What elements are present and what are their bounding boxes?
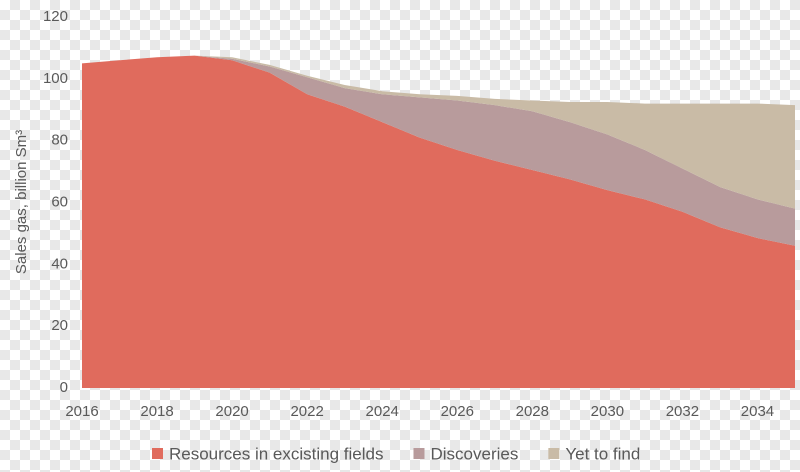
x-tick-label: 2030 (591, 403, 624, 420)
legend-label: Resources in excisting fields (169, 444, 383, 463)
area (82, 55, 795, 209)
x-tick-label: 2016 (65, 403, 98, 420)
legend-label: Discoveries (430, 444, 518, 463)
y-tick-label: 60 (51, 193, 68, 210)
x-tick-label: 2028 (516, 403, 549, 420)
y-tick-label: 40 (51, 255, 68, 272)
y-tick-label: 80 (51, 132, 68, 149)
legend-swatch (413, 448, 425, 459)
x-tick-label: 2034 (741, 403, 774, 420)
x-tick-label: 2022 (290, 403, 323, 420)
x-tick-label: 2026 (441, 403, 474, 420)
y-tick-label: 20 (51, 317, 68, 334)
legend-swatch (548, 448, 560, 459)
x-tick-label: 2018 (140, 403, 173, 420)
y-tick-label: 120 (43, 8, 68, 25)
x-tick-label: 2020 (215, 403, 248, 420)
legend: Resources in excisting fields Discoveries… (152, 444, 640, 463)
x-tick-label: 2024 (366, 403, 399, 420)
area (82, 55, 795, 246)
y-tick-label: 100 (43, 70, 68, 87)
y-tick-label: 0 (60, 379, 68, 396)
legend-label: Yet to find (565, 444, 640, 463)
area (82, 55, 795, 388)
legend-swatch (152, 448, 163, 459)
y-axis-label: Sales gas, billion Sm³ (13, 130, 30, 274)
x-tick-label: 2032 (666, 403, 699, 420)
